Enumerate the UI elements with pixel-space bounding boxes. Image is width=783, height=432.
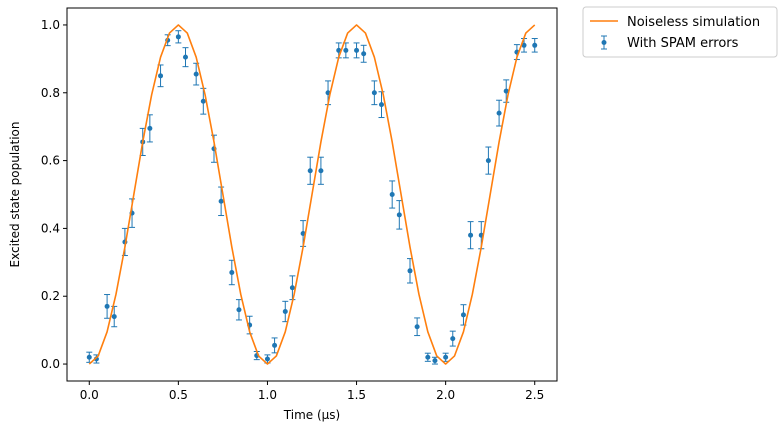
legend-box xyxy=(582,6,778,58)
legend-label-noiseless: Noiseless simulation xyxy=(627,15,760,30)
errorbar-point xyxy=(235,299,242,321)
x-tick-label: 1.5 xyxy=(347,388,366,402)
errorbar-point xyxy=(182,47,189,68)
plot-layer xyxy=(86,24,538,365)
errorbar-point xyxy=(353,42,360,59)
errorbar-point xyxy=(431,356,438,365)
errorbar-point xyxy=(396,200,403,230)
y-tick-label: 1.0 xyxy=(41,18,60,32)
y-tick-label: 0.6 xyxy=(41,154,60,168)
y-tick-label: 0.0 xyxy=(41,357,60,371)
y-tick-label: 0.8 xyxy=(41,86,60,100)
errorbar-point xyxy=(467,221,474,250)
y-axis: 0.0 0.2 0.4 0.6 0.8 1.0 xyxy=(41,18,67,371)
errorbar-point xyxy=(496,99,503,127)
errorbar-point xyxy=(193,62,200,86)
x-tick-label: 2.0 xyxy=(436,388,455,402)
errorbar-point xyxy=(86,351,93,363)
x-tick-label: 2.5 xyxy=(525,388,544,402)
x-tick-label: 1.0 xyxy=(258,388,277,402)
errorbar-point xyxy=(442,352,449,362)
legend: Noiseless simulation With SPAM errors xyxy=(582,6,778,58)
errorbar-point xyxy=(389,180,396,209)
errorbar-point xyxy=(449,330,456,347)
errorbar-point xyxy=(531,38,538,53)
y-tick-label: 0.4 xyxy=(41,221,60,235)
errorbar-point xyxy=(104,294,111,319)
x-axis: 0.0 0.5 1.0 1.5 2.0 2.5 xyxy=(80,381,544,402)
x-axis-label: Time (μs) xyxy=(283,408,340,422)
errorbar-point xyxy=(111,305,118,328)
errorbar-point xyxy=(371,80,378,106)
errorbar-point xyxy=(307,156,314,185)
legend-swatch-spam xyxy=(601,35,607,50)
noiseless-simulation-line xyxy=(88,24,536,365)
errorbar-point xyxy=(424,352,431,362)
y-axis-label: Excited state population xyxy=(8,122,22,268)
errorbar-point xyxy=(228,259,235,286)
errorbar-point xyxy=(485,146,492,175)
y-tick-label: 0.2 xyxy=(41,289,60,303)
x-tick-label: 0.5 xyxy=(169,388,188,402)
x-tick-label: 0.0 xyxy=(80,388,99,402)
errorbar-point xyxy=(253,350,260,361)
errorbar-point xyxy=(460,304,467,326)
plot-frame xyxy=(66,7,558,382)
errorbar-point xyxy=(414,317,421,337)
errorbar-point xyxy=(378,91,385,119)
errorbar-point xyxy=(360,44,367,63)
errorbar-point xyxy=(175,30,182,44)
errorbar-point xyxy=(521,38,528,53)
legend-label-spam: With SPAM errors xyxy=(627,36,739,51)
errorbar-point xyxy=(271,337,278,354)
